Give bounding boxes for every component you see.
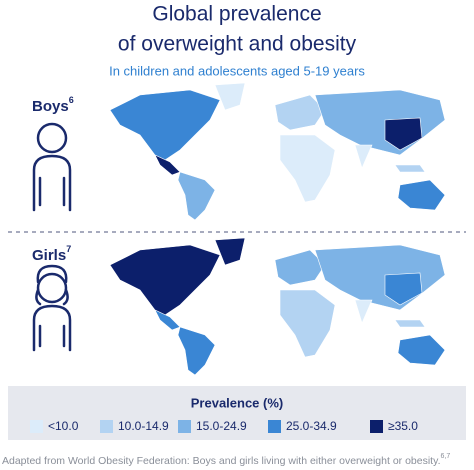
legend-swatch [30, 420, 43, 433]
legend-items: <10.0 10.0-14.9 15.0-24.9 25.0-34.9 ≥35.0 [30, 419, 418, 433]
panel-label: Girls7 [32, 244, 71, 264]
map-boys [109, 82, 446, 221]
legend-swatch [268, 420, 281, 433]
legend-swatch [178, 420, 191, 433]
legend-label: ≥35.0 [388, 419, 418, 433]
note: 6 [69, 95, 74, 105]
legend-title: Prevalence (%) [191, 395, 284, 410]
legend-label: 25.0-34.9 [286, 419, 337, 433]
legend-label: 10.0-14.9 [118, 419, 169, 433]
note: 7 [66, 244, 71, 254]
girl-icon [32, 264, 72, 352]
map-girls [109, 237, 446, 376]
footnote: Adapted from World Obesity Federation: B… [2, 453, 450, 467]
title-line: of overweight and obesity [118, 33, 357, 56]
footnote-note: 6,7 [440, 453, 450, 460]
legend-label: <10.0 [48, 419, 79, 433]
boy-icon [32, 122, 72, 212]
subtitle: In children and adolescents aged 5-19 ye… [109, 63, 365, 78]
footnote-text: Adapted from World Obesity Federation: B… [2, 455, 440, 467]
label: Boys [32, 98, 69, 115]
panel-label: Boys6 [32, 95, 74, 115]
label: Girls [32, 247, 66, 264]
legend-swatch [370, 420, 383, 433]
legend-label: 15.0-24.9 [196, 419, 247, 433]
title-line: Global prevalence [152, 3, 321, 26]
legend-box [8, 386, 466, 440]
legend-swatch [100, 420, 113, 433]
